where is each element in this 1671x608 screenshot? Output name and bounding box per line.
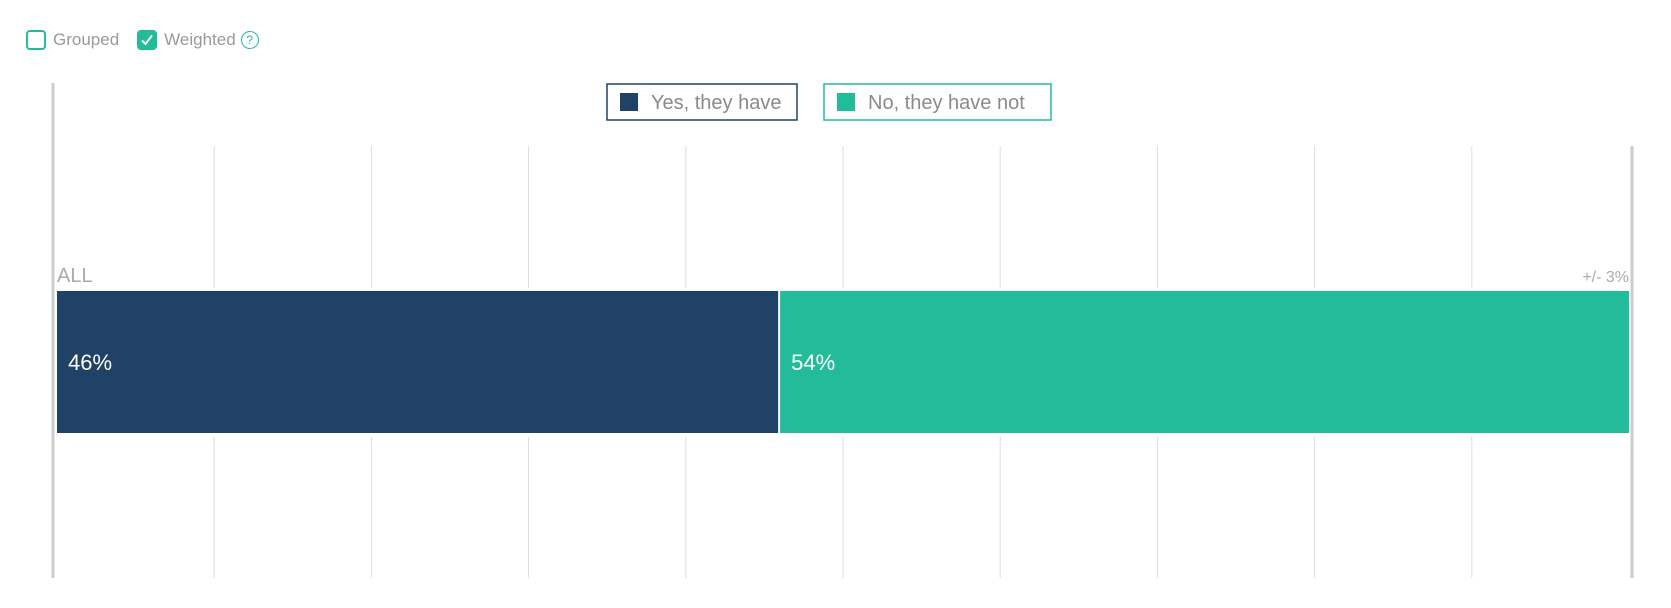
margin-of-error-label: +/- 3%	[1582, 269, 1629, 286]
chart-gridlines	[51, 83, 1634, 578]
legend-swatch	[837, 93, 855, 111]
help-question-icon[interactable]: ?	[240, 31, 259, 49]
chart-labels: 46% 54% ALL +/- 3%	[57, 265, 1629, 375]
data-label: 46%	[68, 350, 112, 375]
checkmark-icon	[141, 34, 153, 46]
weighted-checkbox[interactable]: Weighted	[137, 30, 236, 50]
grouped-checkbox-box[interactable]	[26, 30, 46, 50]
legend-item-label: No, they have not	[868, 92, 1025, 114]
legend-item-border	[606, 83, 798, 121]
grouped-label: Grouped	[53, 30, 120, 49]
chart-bars	[57, 291, 1629, 433]
chart-filter-controls: Grouped Weighted ?	[26, 28, 259, 52]
legend-swatch	[620, 93, 638, 111]
weighted-label: Weighted	[164, 30, 236, 49]
category-label: ALL	[57, 265, 93, 287]
bar	[57, 291, 779, 433]
bar	[780, 291, 1629, 433]
legend-item-border	[823, 83, 1052, 121]
weighted-checkbox-box[interactable]	[137, 30, 158, 50]
chart-legend: Yes, they have No, they have not	[606, 83, 1052, 121]
data-label: 54%	[791, 350, 835, 375]
legend-item[interactable]: Yes, they have	[606, 83, 798, 121]
legend-item-label: Yes, they have	[651, 92, 781, 114]
grouped-checkbox[interactable]: Grouped	[26, 30, 119, 50]
legend-item[interactable]: No, they have not	[823, 83, 1052, 121]
